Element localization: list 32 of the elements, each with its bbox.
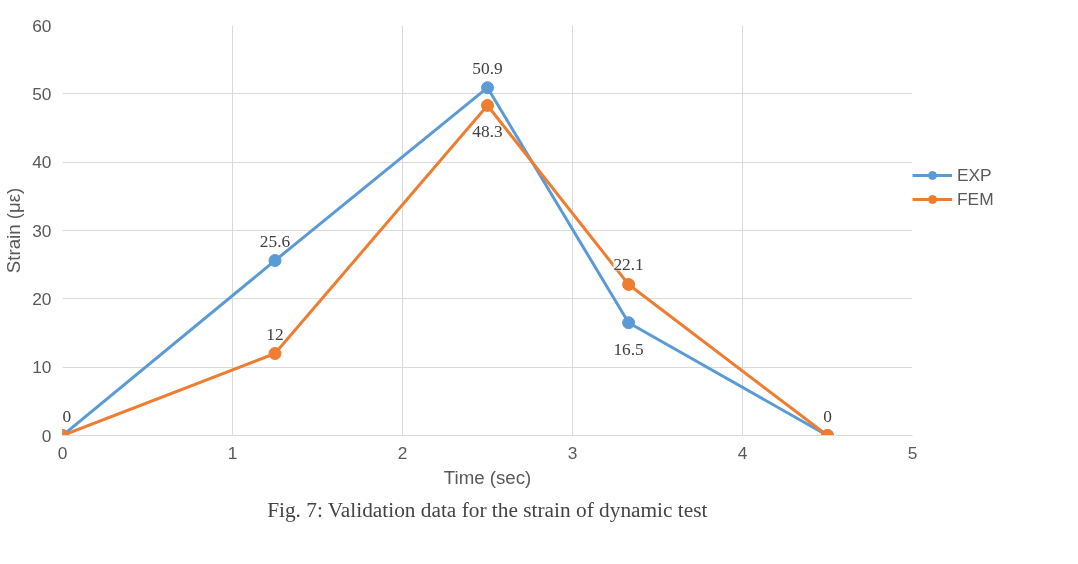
legend-label: EXP: [957, 164, 992, 186]
y-tick-label: 60: [32, 15, 52, 36]
data-label: 25.6: [259, 231, 291, 251]
point: [481, 81, 494, 95]
y-tick-label: 10: [32, 357, 52, 378]
point: [481, 98, 494, 112]
y-tick-label: 0: [41, 425, 52, 446]
data-label: 16.5: [613, 339, 644, 359]
point: [268, 347, 282, 360]
y-tick-label: 40: [32, 152, 52, 173]
data-label: 22.1: [613, 255, 644, 275]
data-label: 48.3: [472, 122, 503, 142]
data-label: 0: [62, 406, 72, 426]
x-tick-label: 2: [397, 442, 408, 463]
x-tick-label: 4: [737, 442, 748, 463]
x-tick-label: 1: [227, 442, 238, 463]
x-tick-label: 5: [907, 442, 918, 463]
x-tick-label: 3: [567, 442, 578, 463]
point: [622, 316, 636, 330]
point: [268, 254, 282, 268]
data-label: 50.9: [472, 58, 503, 78]
data-label: 12: [266, 324, 284, 344]
point: [622, 278, 636, 291]
y-tick-label: 20: [32, 288, 52, 309]
text: Fig. 7: Validation data for the strain of dynamic test: [267, 497, 708, 522]
x-tick-label: 0: [57, 442, 68, 463]
data-label: 0: [823, 406, 832, 426]
y-tick-label: 50: [32, 83, 52, 104]
legend-label: FEM: [957, 188, 994, 210]
y-tick-label: 30: [32, 220, 52, 241]
y-axis-title: Strain (με): [3, 187, 25, 274]
x-axis-title: Time (sec): [443, 466, 532, 488]
